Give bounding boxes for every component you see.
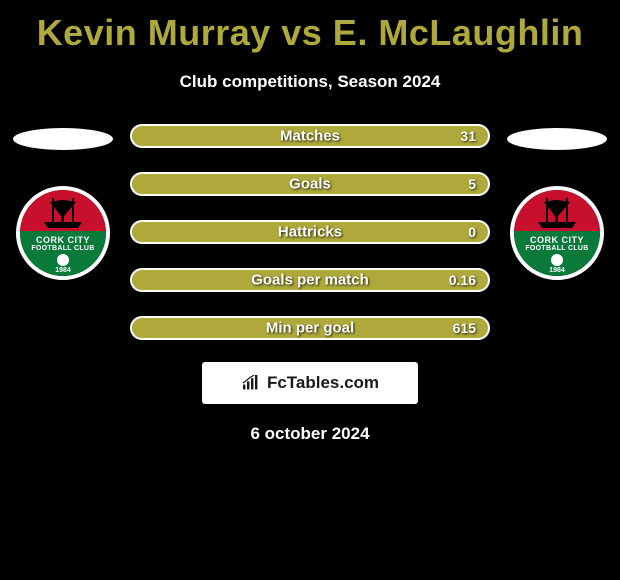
stat-bar: Goals per match 0.16 (130, 268, 490, 292)
stat-label: Goals (289, 176, 331, 193)
stat-label: Goals per match (251, 272, 369, 289)
page-title: Kevin Murray vs E. McLaughlin (0, 0, 620, 54)
stat-label: Hattricks (278, 224, 342, 241)
stat-value-right: 0 (468, 224, 476, 240)
player-left-column: CORK CITY FOOTBALL CLUB 1984 (8, 122, 118, 280)
stat-bar: Hattricks 0 (130, 220, 490, 244)
stat-bar: Goals 5 (130, 172, 490, 196)
ship-icon (532, 194, 582, 230)
club-year: 1984 (549, 267, 565, 274)
stats-column: Matches 31 Goals 5 Hattricks 0 Goals per match… (118, 124, 502, 340)
ball-icon (551, 254, 563, 266)
date-text: 6 october 2024 (0, 424, 620, 444)
stat-value-right: 0.16 (449, 272, 476, 288)
club-sub: FOOTBALL CLUB (525, 245, 588, 252)
stat-value-right: 615 (453, 320, 476, 336)
badge-bottom-half: CORK CITY FOOTBALL CLUB 1984 (514, 231, 600, 276)
badge-top-half (20, 190, 106, 231)
stat-label: Matches (280, 128, 340, 145)
club-name: CORK CITY (36, 235, 90, 245)
ball-icon (57, 254, 69, 266)
club-name: CORK CITY (530, 235, 584, 245)
brand-text: FcTables.com (267, 373, 379, 393)
club-badge-right: CORK CITY FOOTBALL CLUB 1984 (510, 186, 604, 280)
stat-bar: Min per goal 615 (130, 316, 490, 340)
club-sub: FOOTBALL CLUB (31, 245, 94, 252)
stat-value-right: 5 (468, 176, 476, 192)
bar-chart-icon (241, 375, 261, 391)
stat-label: Min per goal (266, 320, 354, 337)
stat-value-right: 31 (460, 128, 476, 144)
flag-ellipse-left (13, 128, 113, 150)
player-right-column: CORK CITY FOOTBALL CLUB 1984 (502, 122, 612, 280)
flag-ellipse-right (507, 128, 607, 150)
badge-top-half (514, 190, 600, 231)
comparison-row: CORK CITY FOOTBALL CLUB 1984 Matches 31 Go… (0, 122, 620, 340)
stat-bar: Matches 31 (130, 124, 490, 148)
brand-box[interactable]: FcTables.com (202, 362, 418, 404)
page-subtitle: Club competitions, Season 2024 (0, 72, 620, 92)
club-badge-left: CORK CITY FOOTBALL CLUB 1984 (16, 186, 110, 280)
club-year: 1984 (55, 267, 71, 274)
badge-bottom-half: CORK CITY FOOTBALL CLUB 1984 (20, 231, 106, 276)
ship-icon (38, 194, 88, 230)
